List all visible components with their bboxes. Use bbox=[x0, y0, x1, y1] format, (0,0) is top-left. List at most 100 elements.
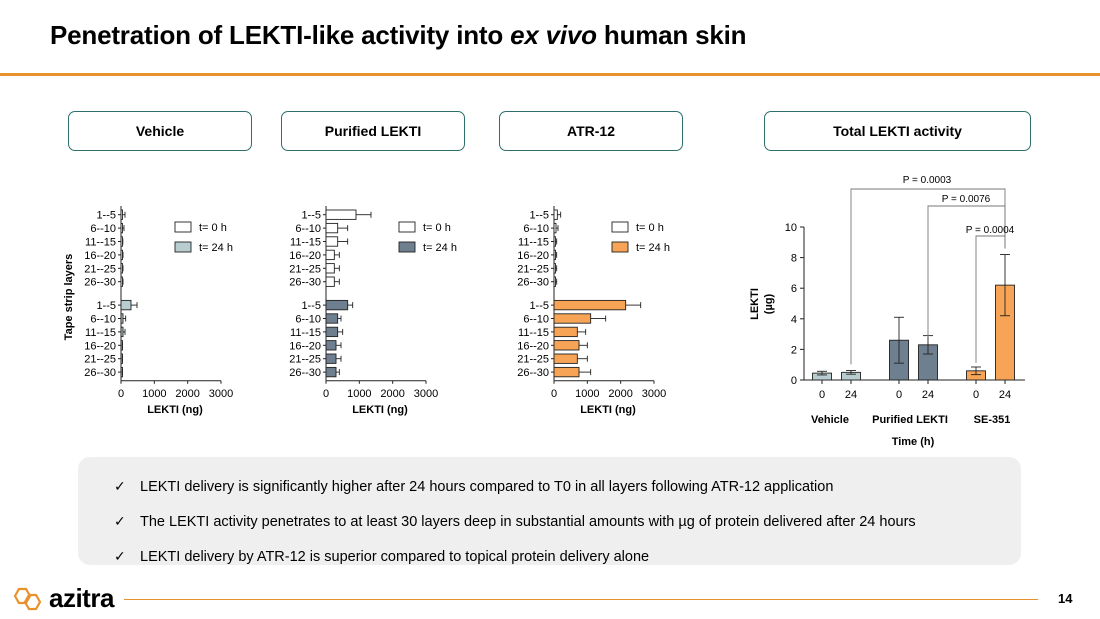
x-tick-label: 0 bbox=[323, 388, 329, 400]
bar bbox=[120, 222, 123, 234]
legend-swatch bbox=[611, 241, 629, 253]
legend-swatch bbox=[174, 241, 192, 253]
y-tick-label: 6--10 bbox=[295, 223, 321, 235]
y-tick-label: 21--25 bbox=[84, 263, 116, 275]
bar bbox=[120, 263, 123, 274]
y-tick-label: 26--30 bbox=[517, 277, 549, 289]
x-tick-label: 1000 bbox=[575, 388, 599, 400]
panel-label-atr12: ATR-12 bbox=[499, 111, 683, 151]
x-tick-label: 2000 bbox=[380, 388, 404, 400]
y-tick-label: 6--10 bbox=[90, 223, 116, 235]
p-value-label: P = 0.0003 bbox=[903, 175, 952, 186]
y-tick-label: 1--5 bbox=[301, 210, 321, 222]
y-tick-label: 21--25 bbox=[517, 263, 549, 275]
y-tick-label: 21--25 bbox=[289, 263, 321, 275]
x-axis-title: LEKTI (ng) bbox=[352, 404, 408, 416]
group-label: Purified LEKTI bbox=[872, 414, 948, 426]
x-axis-title: Time (h) bbox=[892, 436, 935, 448]
bar bbox=[120, 209, 123, 220]
y-tick-label: 16--20 bbox=[289, 340, 321, 352]
x-tick-label: 3000 bbox=[209, 388, 233, 400]
y-tick-label: 21--25 bbox=[84, 354, 116, 366]
bullet-text: LEKTI delivery is significantly higher a… bbox=[140, 478, 834, 495]
y-tick-label: 16--20 bbox=[289, 250, 321, 262]
bar bbox=[553, 249, 556, 261]
bar bbox=[120, 299, 132, 311]
y-tick-label: 26--30 bbox=[517, 367, 549, 379]
group-label: SE-351 bbox=[974, 414, 1011, 426]
title-divider bbox=[0, 73, 1100, 76]
legend-label: t= 0 h bbox=[636, 222, 664, 234]
x-tick-label: 2000 bbox=[175, 388, 199, 400]
x-tick-label: 1000 bbox=[142, 388, 166, 400]
legend-swatch bbox=[611, 221, 629, 233]
legend-label: t= 0 h bbox=[423, 222, 451, 234]
bar bbox=[325, 313, 339, 324]
y-tick-label: 1--5 bbox=[96, 210, 116, 222]
y-tick-label: 26--30 bbox=[289, 367, 321, 379]
bullet-text: LEKTI delivery by ATR-12 is superior com… bbox=[140, 548, 650, 565]
group-label: Vehicle bbox=[811, 414, 849, 426]
legend-label: t= 0 h bbox=[199, 222, 227, 234]
bar bbox=[553, 366, 580, 378]
y-tick-label: 1--5 bbox=[96, 300, 116, 312]
y-tick-label: 21--25 bbox=[289, 354, 321, 366]
x-tick-label: 24 bbox=[922, 389, 934, 401]
y-tick-label: 11--15 bbox=[290, 237, 321, 249]
y-tick-label: 6--10 bbox=[295, 314, 321, 326]
y-tick-label: 11--15 bbox=[290, 327, 321, 339]
bar bbox=[325, 299, 349, 311]
y-tick-label: 4 bbox=[791, 314, 797, 326]
y-tick-label: 11--15 bbox=[85, 327, 116, 339]
x-tick-label: 2000 bbox=[608, 388, 632, 400]
y-axis-unit: (µg) bbox=[763, 293, 775, 314]
y-tick-label: 8 bbox=[791, 253, 797, 265]
bullet-item: ✓ The LEKTI activity penetrates to at lea… bbox=[78, 504, 1021, 539]
y-tick-label: 21--25 bbox=[517, 354, 549, 366]
x-tick-label: 3000 bbox=[642, 388, 666, 400]
y-tick-label: 1--5 bbox=[529, 300, 549, 312]
bar bbox=[553, 353, 578, 364]
bar bbox=[120, 326, 124, 338]
bullet-item: ✓ LEKTI delivery is significantly higher … bbox=[78, 469, 1021, 504]
x-tick-label: 0 bbox=[896, 389, 902, 401]
y-tick-label: 26--30 bbox=[84, 277, 116, 289]
y-tick-label: 0 bbox=[791, 375, 797, 387]
bar bbox=[120, 236, 123, 247]
summary-box: ✓ LEKTI delivery is significantly higher … bbox=[78, 457, 1021, 565]
panel-label-purified-lekti: Purified LEKTI bbox=[281, 111, 465, 151]
bullet-item: ✓ LEKTI delivery by ATR-12 is superior co… bbox=[78, 539, 1021, 574]
legend-swatch bbox=[174, 221, 192, 233]
panel-label-vehicle: Vehicle bbox=[68, 111, 252, 151]
bar bbox=[325, 326, 339, 338]
checkmark-icon: ✓ bbox=[114, 513, 126, 529]
x-axis-title: LEKTI (ng) bbox=[147, 404, 203, 416]
legend-label: t= 24 h bbox=[636, 242, 670, 254]
panel-label-total-lekti: Total LEKTI activity bbox=[764, 111, 1031, 151]
legend-swatch bbox=[398, 221, 416, 233]
y-tick-label: 26--30 bbox=[84, 367, 116, 379]
legend-swatch bbox=[398, 241, 416, 253]
bar bbox=[325, 353, 337, 364]
logo-text: azitra bbox=[49, 583, 114, 613]
y-axis-title: Tape strip layers bbox=[63, 254, 75, 341]
y-axis-title: LEKTI bbox=[749, 288, 761, 320]
x-tick-label: 0 bbox=[819, 389, 825, 401]
p-value-label: P = 0.0076 bbox=[942, 194, 991, 205]
bar bbox=[325, 340, 337, 351]
bar bbox=[553, 340, 580, 351]
significance-bracket bbox=[975, 235, 1006, 363]
y-tick-label: 6--10 bbox=[523, 314, 549, 326]
bar bbox=[553, 313, 592, 324]
bullet-text: The LEKTI activity penetrates to at leas… bbox=[140, 513, 916, 530]
x-tick-label: 1000 bbox=[347, 388, 371, 400]
y-tick-label: 11--15 bbox=[518, 237, 549, 249]
y-tick-label: 11--15 bbox=[518, 327, 549, 339]
x-tick-label: 0 bbox=[973, 389, 979, 401]
bar bbox=[325, 222, 339, 234]
bar bbox=[553, 276, 556, 287]
y-tick-label: 6--10 bbox=[523, 223, 549, 235]
footer-divider bbox=[124, 599, 1038, 600]
bar bbox=[325, 276, 335, 287]
page-title: Penetration of LEKTI-like activity into … bbox=[50, 20, 747, 50]
